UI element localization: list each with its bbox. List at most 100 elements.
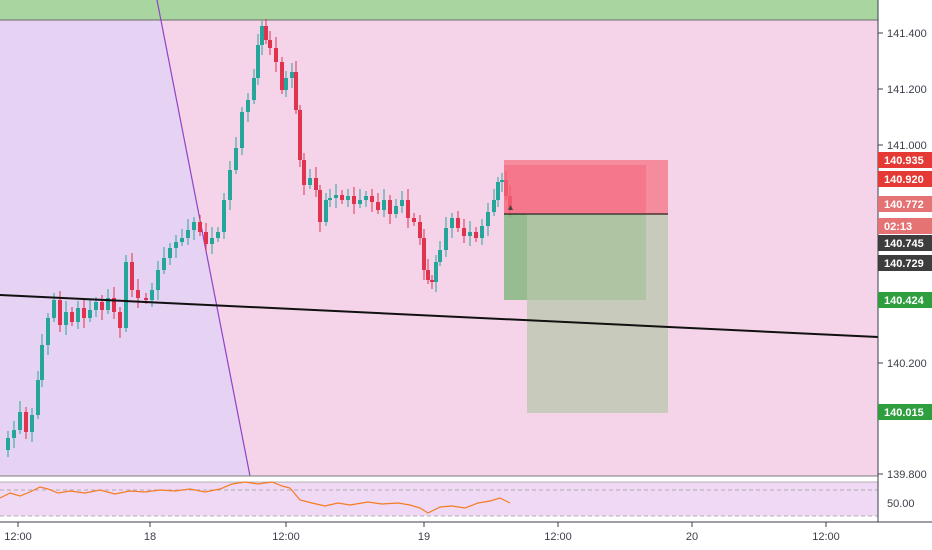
candle-body: [492, 200, 496, 212]
price-badge: [878, 255, 932, 271]
stop-zone[interactable]: [504, 160, 668, 215]
position-triangle: [508, 205, 513, 210]
rsi-axis: 50.00: [887, 498, 915, 510]
candle-body: [234, 148, 238, 170]
candle-body: [406, 200, 410, 218]
candle-body: [264, 26, 268, 40]
candle-body: [456, 218, 460, 228]
candle-body: [468, 232, 472, 236]
candle-body: [298, 110, 302, 160]
candle-body: [106, 298, 110, 310]
time-tick: 12:00: [812, 531, 840, 543]
candle-body: [480, 226, 484, 238]
price-tick: 141.200: [887, 84, 927, 96]
candle-body: [112, 298, 116, 312]
candle-body: [130, 262, 134, 290]
candle-body: [192, 222, 196, 230]
left-zone: [0, 20, 250, 476]
candle-body: [422, 238, 426, 270]
rsi-pane: [0, 482, 878, 516]
candle-body: [370, 196, 374, 202]
price-tick: 141.400: [887, 28, 927, 40]
candle-body: [294, 72, 298, 110]
candle-body: [6, 438, 10, 450]
candle-body: [94, 302, 98, 310]
candle-body: [308, 178, 312, 185]
candle-body: [346, 196, 350, 200]
candle-body: [36, 380, 40, 415]
candle-body: [284, 78, 288, 90]
candle-body: [260, 26, 264, 45]
candle-body: [246, 100, 250, 112]
candle-body: [210, 238, 214, 244]
candle-body: [394, 206, 398, 214]
candle-body: [438, 250, 442, 262]
candle-body: [474, 232, 478, 238]
target-zone[interactable]: [527, 214, 668, 413]
price-badge-label: 140.015: [884, 407, 924, 419]
candle-body: [418, 222, 422, 238]
candle-body: [426, 270, 430, 280]
candle-body: [274, 48, 278, 62]
candle-body: [76, 308, 80, 322]
price-tick: 140.200: [887, 358, 927, 370]
price-badge-label: 140.424: [884, 295, 925, 307]
price-badge: [878, 235, 932, 251]
candle-body: [88, 310, 92, 318]
candle-body: [434, 262, 438, 282]
candle-body: [462, 228, 466, 236]
stop-zone-inner: [504, 165, 646, 213]
candle-body: [382, 200, 386, 210]
price-badge-label: 140.935: [884, 155, 924, 167]
price-badge: [878, 218, 932, 234]
candle-body: [450, 218, 454, 228]
candle-body: [400, 200, 404, 206]
support-trendline[interactable]: [0, 294, 879, 338]
candle-body: [290, 72, 294, 78]
candle-body: [64, 312, 68, 325]
price-axis[interactable]: 141.400 141.200 141.000 140.200 139.800: [878, 28, 927, 481]
candle-body: [318, 190, 322, 222]
candlestick-series: [6, 19, 512, 457]
candle-body: [352, 196, 356, 204]
diagonal-trendline[interactable]: [156, 0, 251, 477]
candle-body: [70, 312, 74, 322]
price-badge: [878, 152, 932, 168]
candle-body: [358, 200, 362, 204]
candle-body: [174, 242, 178, 248]
candle-body: [412, 218, 416, 222]
candle-body: [52, 300, 56, 318]
time-tick: 19: [418, 531, 430, 543]
price-badge-label: 140.729: [884, 258, 924, 270]
time-tick: 20: [686, 531, 698, 543]
rsi-tick: 50.00: [887, 498, 915, 510]
price-badge-label: 140.772: [884, 199, 924, 211]
candle-body: [168, 248, 172, 258]
candle-body: [156, 270, 160, 290]
candle-body: [268, 40, 272, 48]
price-badge: [878, 171, 932, 187]
candle-body: [430, 280, 434, 282]
price-tick: 141.000: [887, 140, 927, 152]
candle-body: [302, 160, 306, 185]
price-badges: 140.935 140.920 140.772 02:13 140.745 140.729…: [878, 152, 932, 420]
candle-body: [280, 62, 284, 90]
price-badge-label: 140.745: [884, 238, 924, 250]
price-badge: [878, 404, 932, 420]
candle-body: [314, 178, 318, 190]
candle-body: [388, 200, 392, 214]
rsi-line: [0, 481, 511, 514]
candle-body: [180, 238, 184, 242]
price-badge-label: 02:13: [884, 221, 912, 233]
candle-body: [162, 258, 166, 270]
candle-body: [136, 290, 140, 298]
candle-body: [82, 308, 86, 318]
candle-body: [24, 412, 28, 432]
candle-body: [198, 222, 202, 232]
candle-body: [364, 196, 368, 200]
candle-body: [124, 262, 128, 328]
time-tick: 18: [144, 531, 156, 543]
candle-body: [12, 430, 16, 438]
